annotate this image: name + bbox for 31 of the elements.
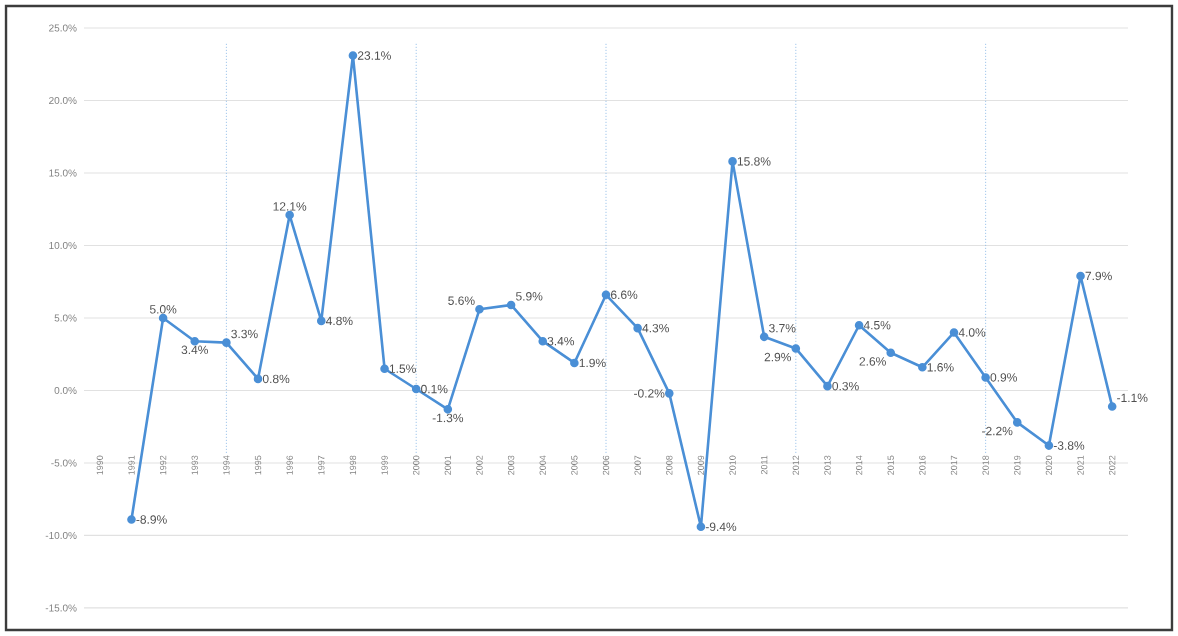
point xyxy=(411,384,421,394)
point xyxy=(886,348,896,358)
point xyxy=(759,332,769,342)
point xyxy=(506,300,516,310)
point xyxy=(1076,271,1085,281)
point xyxy=(823,381,832,391)
point xyxy=(316,316,326,326)
point xyxy=(918,362,927,372)
point xyxy=(664,389,674,398)
point xyxy=(791,344,801,353)
point xyxy=(854,320,864,330)
point xyxy=(570,358,579,368)
point xyxy=(190,336,200,346)
point xyxy=(1012,418,1022,427)
point xyxy=(380,364,389,374)
point xyxy=(728,157,737,166)
point xyxy=(253,374,263,384)
point xyxy=(1107,402,1117,411)
point xyxy=(601,290,611,300)
point xyxy=(981,373,990,382)
point xyxy=(949,328,959,337)
point xyxy=(127,515,136,524)
point xyxy=(285,210,294,220)
point xyxy=(1044,441,1054,450)
point xyxy=(158,313,168,323)
point xyxy=(475,304,484,314)
point xyxy=(538,336,548,346)
point xyxy=(696,522,706,532)
point xyxy=(222,338,231,347)
point xyxy=(348,51,358,60)
point xyxy=(633,323,642,333)
